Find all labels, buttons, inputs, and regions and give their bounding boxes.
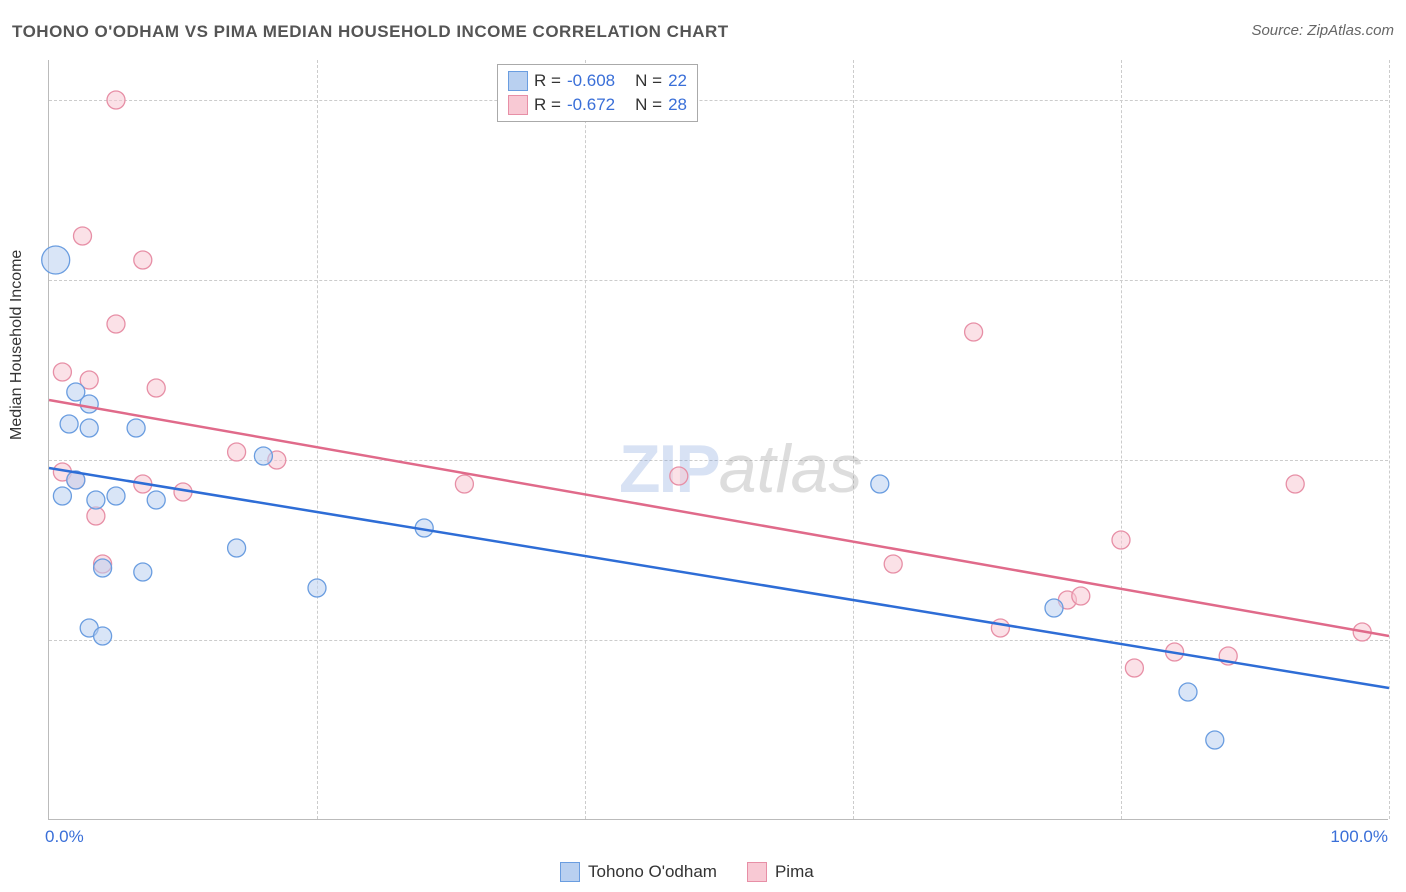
legend-series-label: Tohono O'odham — [588, 862, 717, 882]
pima-point — [455, 475, 473, 493]
tohono-oodham-point — [94, 627, 112, 645]
title-bar: TOHONO O'ODHAM VS PIMA MEDIAN HOUSEHOLD … — [12, 22, 1394, 50]
pima-trendline — [49, 400, 1389, 636]
tohono-oodham-point — [1179, 683, 1197, 701]
pima-point — [74, 227, 92, 245]
tohono-oodham-point — [87, 491, 105, 509]
legend-correlation-row: R = -0.608 N = 22 — [508, 69, 687, 93]
legend-series-item: Tohono O'odham — [560, 862, 717, 882]
legend-correlation-row: R = -0.672 N = 28 — [508, 93, 687, 117]
tohono-oodham-point — [127, 419, 145, 437]
pima-point — [670, 467, 688, 485]
pima-point — [134, 251, 152, 269]
tohono-oodham-point — [1206, 731, 1224, 749]
pima-point — [1112, 531, 1130, 549]
tohono-oodham-point — [60, 415, 78, 433]
pima-point — [1072, 587, 1090, 605]
legend-r-value: -0.608 — [567, 69, 615, 93]
x-tick-label: 100.0% — [1330, 827, 1388, 847]
tohono-oodham-point — [53, 487, 71, 505]
legend-correlation: R = -0.608 N = 22 R = -0.672 N = 28 — [497, 64, 698, 122]
tohono-oodham-point — [80, 395, 98, 413]
tohono-oodham-point — [134, 563, 152, 581]
pima-point — [147, 379, 165, 397]
pima-point — [884, 555, 902, 573]
legend-n-label: N = — [635, 69, 662, 93]
legend-swatch-icon — [508, 95, 528, 115]
tohono-oodham-point — [308, 579, 326, 597]
legend-n-label: N = — [635, 93, 662, 117]
pima-point — [1125, 659, 1143, 677]
tohono-oodham-point — [254, 447, 272, 465]
legend-series-item: Pima — [747, 862, 814, 882]
pima-point — [87, 507, 105, 525]
legend-swatch-icon — [747, 862, 767, 882]
source-label: Source: ZipAtlas.com — [1251, 22, 1394, 39]
tohono-oodham-point — [871, 475, 889, 493]
tohono-oodham-point — [94, 559, 112, 577]
tohono-oodham-point — [80, 419, 98, 437]
pima-point — [228, 443, 246, 461]
pima-point — [965, 323, 983, 341]
y-axis-label: Median Household Income — [8, 250, 26, 440]
legend-series-label: Pima — [775, 862, 814, 882]
pima-point — [107, 315, 125, 333]
legend-r-value: -0.672 — [567, 93, 615, 117]
chart-container: TOHONO O'ODHAM VS PIMA MEDIAN HOUSEHOLD … — [0, 0, 1406, 892]
legend-r-label: R = — [534, 93, 561, 117]
pima-point — [991, 619, 1009, 637]
legend-n-value: 28 — [668, 93, 687, 117]
tohono-oodham-point — [147, 491, 165, 509]
tohono-oodham-point — [228, 539, 246, 557]
pima-point — [107, 91, 125, 109]
legend-n-value: 22 — [668, 69, 687, 93]
chart-title: TOHONO O'ODHAM VS PIMA MEDIAN HOUSEHOLD … — [12, 22, 729, 41]
tohono-oodham-trendline — [49, 468, 1389, 688]
legend-series: Tohono O'odham Pima — [560, 862, 814, 882]
tohono-oodham-point — [1045, 599, 1063, 617]
x-tick-label: 0.0% — [45, 827, 84, 847]
tohono-oodham-point — [107, 487, 125, 505]
pima-point — [1286, 475, 1304, 493]
pima-point — [53, 363, 71, 381]
tohono-oodham-point — [42, 246, 70, 274]
legend-swatch-icon — [560, 862, 580, 882]
x-gridline — [1389, 60, 1390, 819]
legend-swatch-icon — [508, 71, 528, 91]
plot-area: ZIPatlas R = -0.608N = 22R = -0.672N = 2… — [48, 60, 1388, 820]
legend-r-label: R = — [534, 69, 561, 93]
chart-svg — [49, 60, 1388, 819]
